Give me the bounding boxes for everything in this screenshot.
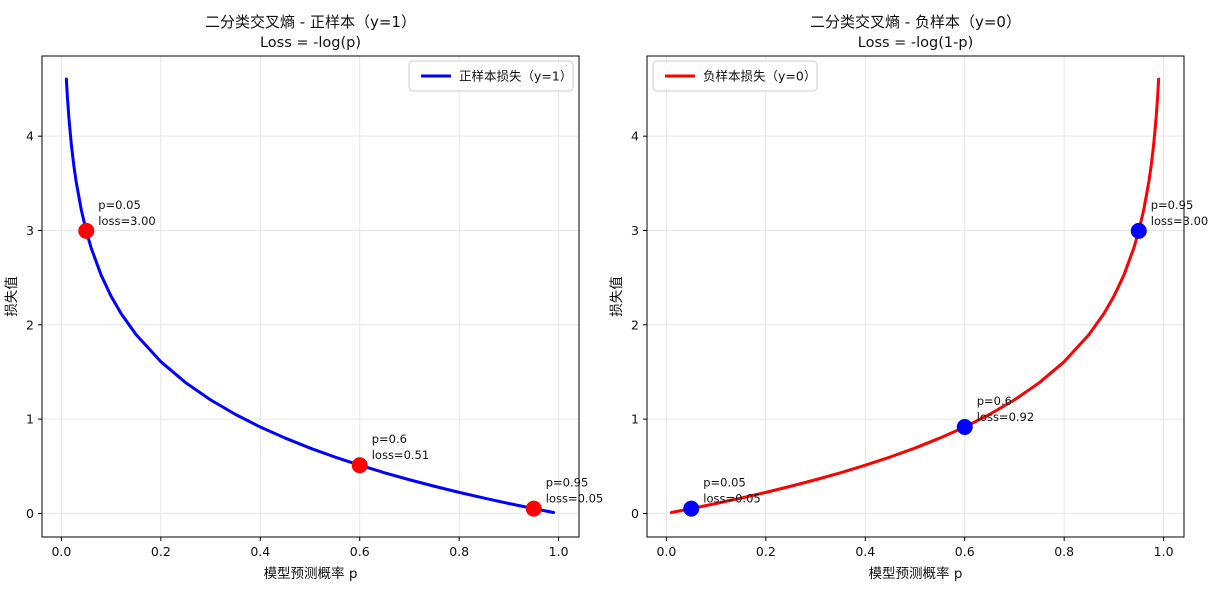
x-tick-label: 1.0 bbox=[549, 544, 569, 559]
subplot-negative-samples: 0.0 0.2 0.4 0.6 0.8 1.0 0 1 2 3 4 模型预测概率 p 损失值 二分类交叉熵… bbox=[609, 13, 1208, 582]
x-tick-label: 0.2 bbox=[151, 544, 171, 559]
y-tick-label: 0 bbox=[26, 506, 34, 521]
point-annotation: loss=3.00 bbox=[1151, 214, 1208, 228]
gridlines bbox=[647, 56, 1184, 537]
y-tick-label: 3 bbox=[26, 223, 34, 238]
point-annotation: p=0.95 bbox=[546, 476, 589, 490]
x-tick-label: 0.8 bbox=[449, 544, 469, 559]
legend: 负样本损失（y=0） bbox=[652, 60, 818, 92]
point-annotation: p=0.05 bbox=[98, 198, 141, 212]
x-tick-label: 0.4 bbox=[855, 544, 875, 559]
y-tick-label: 2 bbox=[26, 317, 34, 332]
data-point bbox=[351, 457, 368, 474]
legend-label: 正样本损失（y=1） bbox=[459, 69, 572, 84]
point-annotation: loss=0.05 bbox=[703, 492, 760, 506]
loss-curve bbox=[669, 77, 1161, 514]
point-annotation: loss=0.51 bbox=[372, 448, 429, 462]
legend-label: 负样本损失（y=0） bbox=[703, 69, 816, 84]
x-tick-label: 0.2 bbox=[756, 544, 776, 559]
point-annotation: loss=3.00 bbox=[98, 214, 155, 228]
x-tick-label: 0.6 bbox=[955, 544, 975, 559]
y-tick-label: 2 bbox=[631, 317, 639, 332]
point-annotation: p=0.05 bbox=[703, 476, 746, 490]
subplot-positive-samples: 0.0 0.2 0.4 0.6 0.8 1.0 0 1 2 3 4 模型预测概率 p 损失值 二分类交叉熵… bbox=[4, 13, 603, 582]
y-axis-label: 损失值 bbox=[4, 276, 20, 317]
y-tick-label: 3 bbox=[631, 223, 639, 238]
x-tick-label: 0.8 bbox=[1054, 544, 1074, 559]
y-tick-label: 0 bbox=[631, 506, 639, 521]
axes-frame bbox=[41, 55, 580, 538]
legend: 正样本损失（y=1） bbox=[408, 60, 574, 92]
chart-subtitle: Loss = -log(1-p) bbox=[858, 35, 973, 51]
chart-title: 二分类交叉熵 - 正样本（y=1） bbox=[205, 13, 416, 31]
point-annotation: p=0.6 bbox=[372, 432, 407, 446]
x-tick-label: 0.4 bbox=[250, 544, 270, 559]
point-annotation: loss=0.92 bbox=[977, 410, 1034, 424]
chart-subtitle: Loss = -log(p) bbox=[260, 35, 361, 51]
data-point bbox=[78, 222, 95, 239]
point-annotation: p=0.6 bbox=[977, 394, 1012, 408]
data-point bbox=[683, 500, 700, 517]
axes-frame bbox=[646, 55, 1185, 538]
y-tick-label: 4 bbox=[26, 129, 34, 144]
x-axis-label: 模型预测概率 p bbox=[264, 565, 358, 582]
x-axis-label: 模型预测概率 p bbox=[869, 565, 963, 582]
x-tick-label: 0.0 bbox=[656, 544, 676, 559]
x-tick-label: 0.6 bbox=[350, 544, 370, 559]
point-annotation: loss=0.05 bbox=[546, 492, 603, 506]
y-tick-label: 4 bbox=[631, 129, 639, 144]
y-axis-label: 损失值 bbox=[609, 276, 625, 317]
data-point bbox=[956, 419, 973, 436]
x-tick-label: 0.0 bbox=[51, 544, 71, 559]
loss-curve bbox=[64, 77, 556, 514]
data-point bbox=[525, 500, 542, 517]
legend-box bbox=[408, 60, 574, 92]
y-tick-label: 1 bbox=[631, 412, 639, 427]
y-tick-label: 1 bbox=[26, 412, 34, 427]
legend-box bbox=[652, 60, 818, 92]
data-point bbox=[1130, 222, 1147, 239]
x-tick-label: 1.0 bbox=[1154, 544, 1174, 559]
gridlines bbox=[42, 56, 579, 537]
point-annotation: p=0.95 bbox=[1151, 198, 1194, 212]
chart-title: 二分类交叉熵 - 负样本（y=0） bbox=[810, 13, 1021, 31]
